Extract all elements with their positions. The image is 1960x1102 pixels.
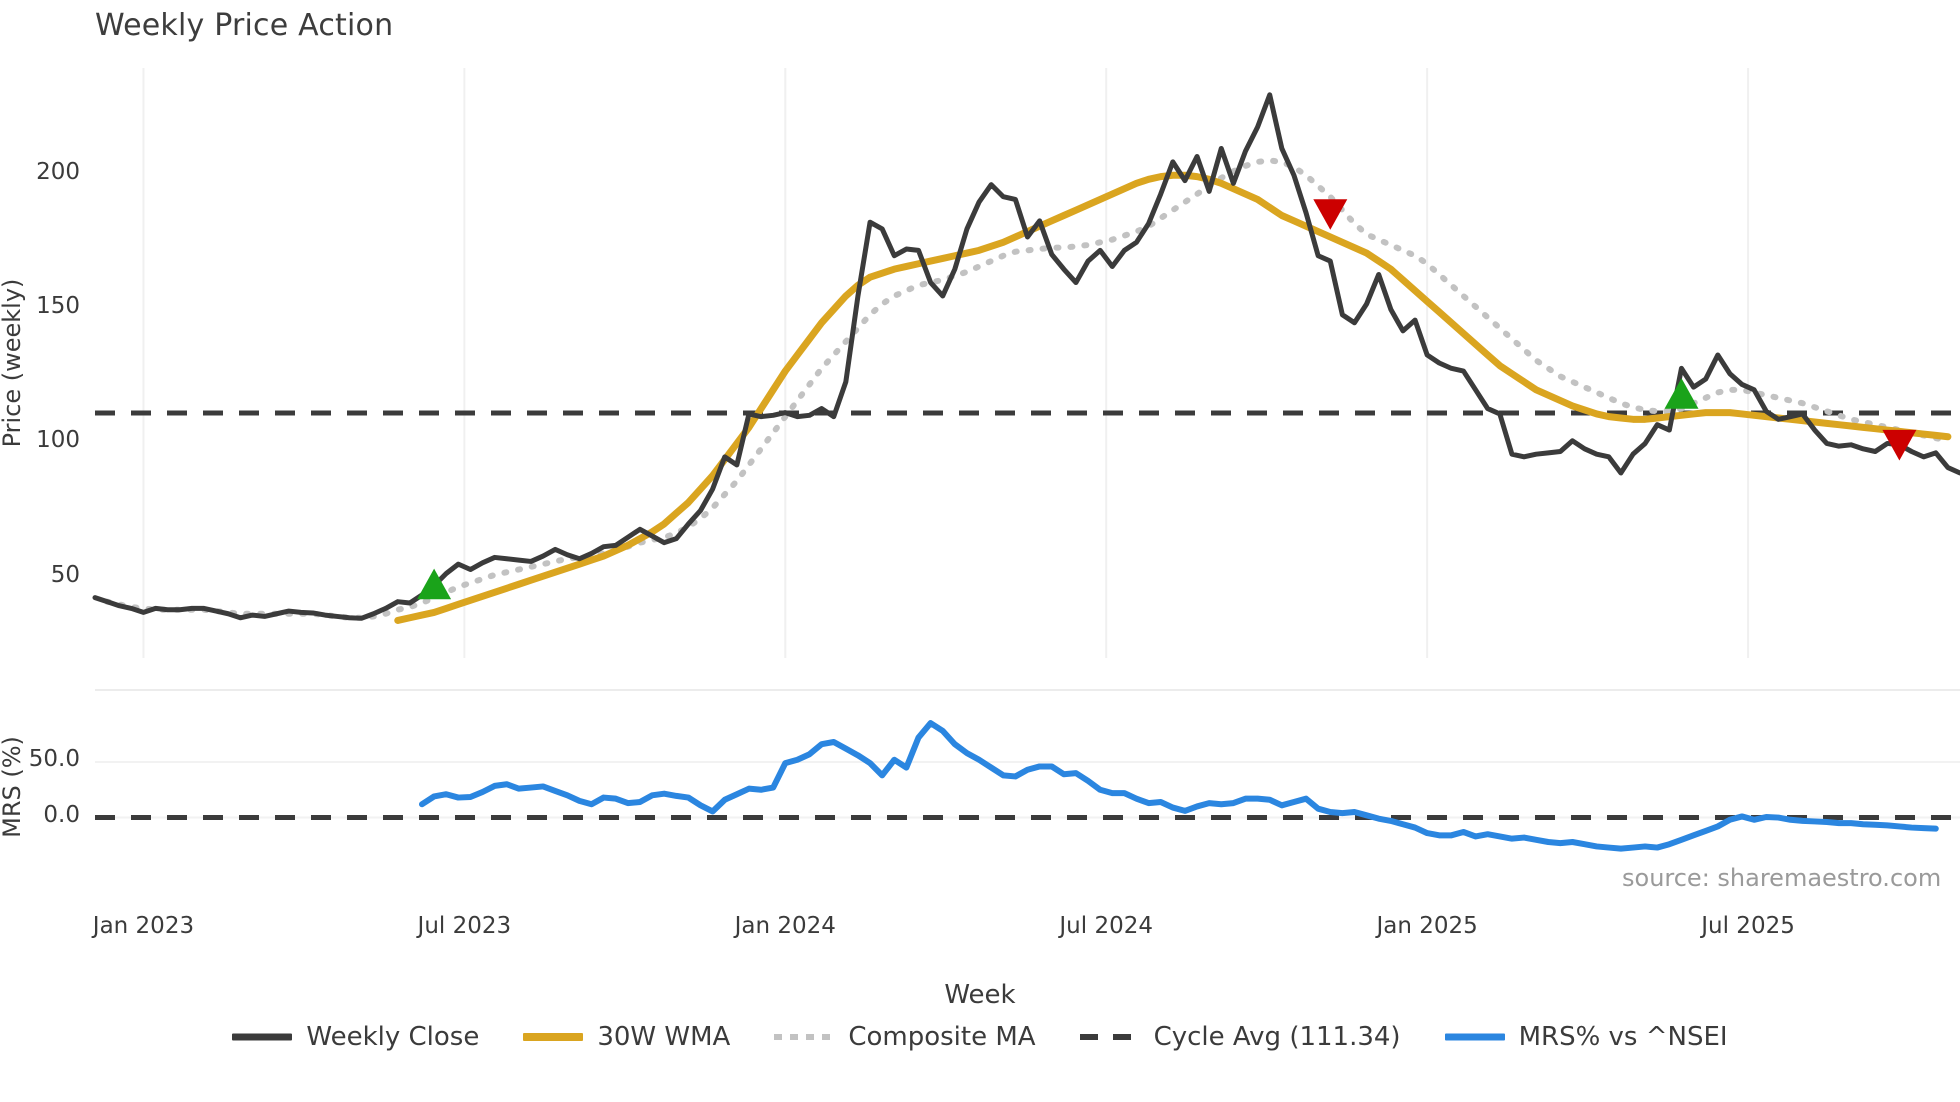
price-axis-label: Price (weekly) <box>0 278 26 448</box>
xtick-jul-2025: Jul 2025 <box>1701 913 1795 939</box>
legend-swatch-solid-icon <box>232 1026 293 1048</box>
xtick-jan-2023: Jan 2023 <box>92 913 195 939</box>
price-ytick-150: 150 <box>36 293 80 320</box>
source-watermark: source: sharemaestro.com <box>1622 864 1942 892</box>
legend-line-sample <box>1079 1034 1140 1040</box>
legend-swatch-dashed-icon <box>1079 1026 1140 1048</box>
legend-swatch-dotted-icon <box>774 1026 835 1048</box>
series-composite-ma <box>104 157 1951 621</box>
mrs-axis-label: MRS (%) <box>0 736 26 838</box>
price-ytick-200: 200 <box>36 159 80 186</box>
mrs-ytick-0-0: 0.0 <box>43 801 80 828</box>
price-ytick-100: 100 <box>36 427 80 454</box>
legend-label: Weekly Close <box>306 1022 480 1052</box>
legend-item-weekly-close[interactable]: Weekly Close <box>232 1022 479 1052</box>
series-weekly-close <box>92 92 1960 621</box>
legend-label: Cycle Avg (111.34) <box>1153 1022 1401 1052</box>
sell-signal-marker-1 <box>1313 199 1348 230</box>
series-mrs-percent <box>418 720 1939 852</box>
legend-label: MRS% vs ^NSEI <box>1518 1022 1728 1052</box>
legend-line-sample <box>232 1033 293 1041</box>
xtick-jan-2024: Jan 2024 <box>734 913 836 939</box>
price-ytick-50: 50 <box>50 561 80 588</box>
legend-item-30w-wma[interactable]: 30W WMA <box>523 1022 730 1052</box>
page-title: Weekly Price Action <box>95 8 394 43</box>
sell-signal-marker-3 <box>1882 429 1917 461</box>
legend-swatch-solid-icon <box>1444 1026 1505 1048</box>
legend-item-composite-ma[interactable]: Composite MA <box>774 1022 1036 1052</box>
xtick-jul-2023: Jul 2023 <box>417 913 512 939</box>
legend-line-sample <box>523 1033 584 1041</box>
legend-line-sample <box>1444 1033 1505 1041</box>
legend-line-sample <box>774 1034 835 1040</box>
series-30w-wma <box>394 171 1952 624</box>
buy-signal-marker-0 <box>417 568 452 600</box>
legend-item-cycle-avg-111-34[interactable]: Cycle Avg (111.34) <box>1079 1022 1401 1052</box>
legend-label: Composite MA <box>848 1022 1036 1052</box>
legend-item-mrs-vs-nsei[interactable]: MRS% vs ^NSEI <box>1444 1022 1728 1052</box>
chart-legend: Weekly Close 30W WMA Composite MA Cycle Avg… <box>0 1022 1960 1052</box>
legend-swatch-solid-icon <box>523 1026 584 1048</box>
xtick-jul-2024: Jul 2024 <box>1059 913 1153 939</box>
buy-signal-marker-2 <box>1664 378 1699 409</box>
xtick-jan-2025: Jan 2025 <box>1376 913 1478 939</box>
mrs-ytick-50-0: 50.0 <box>28 746 80 772</box>
x-axis-label: Week <box>944 980 1016 1010</box>
legend-label: 30W WMA <box>597 1022 731 1052</box>
